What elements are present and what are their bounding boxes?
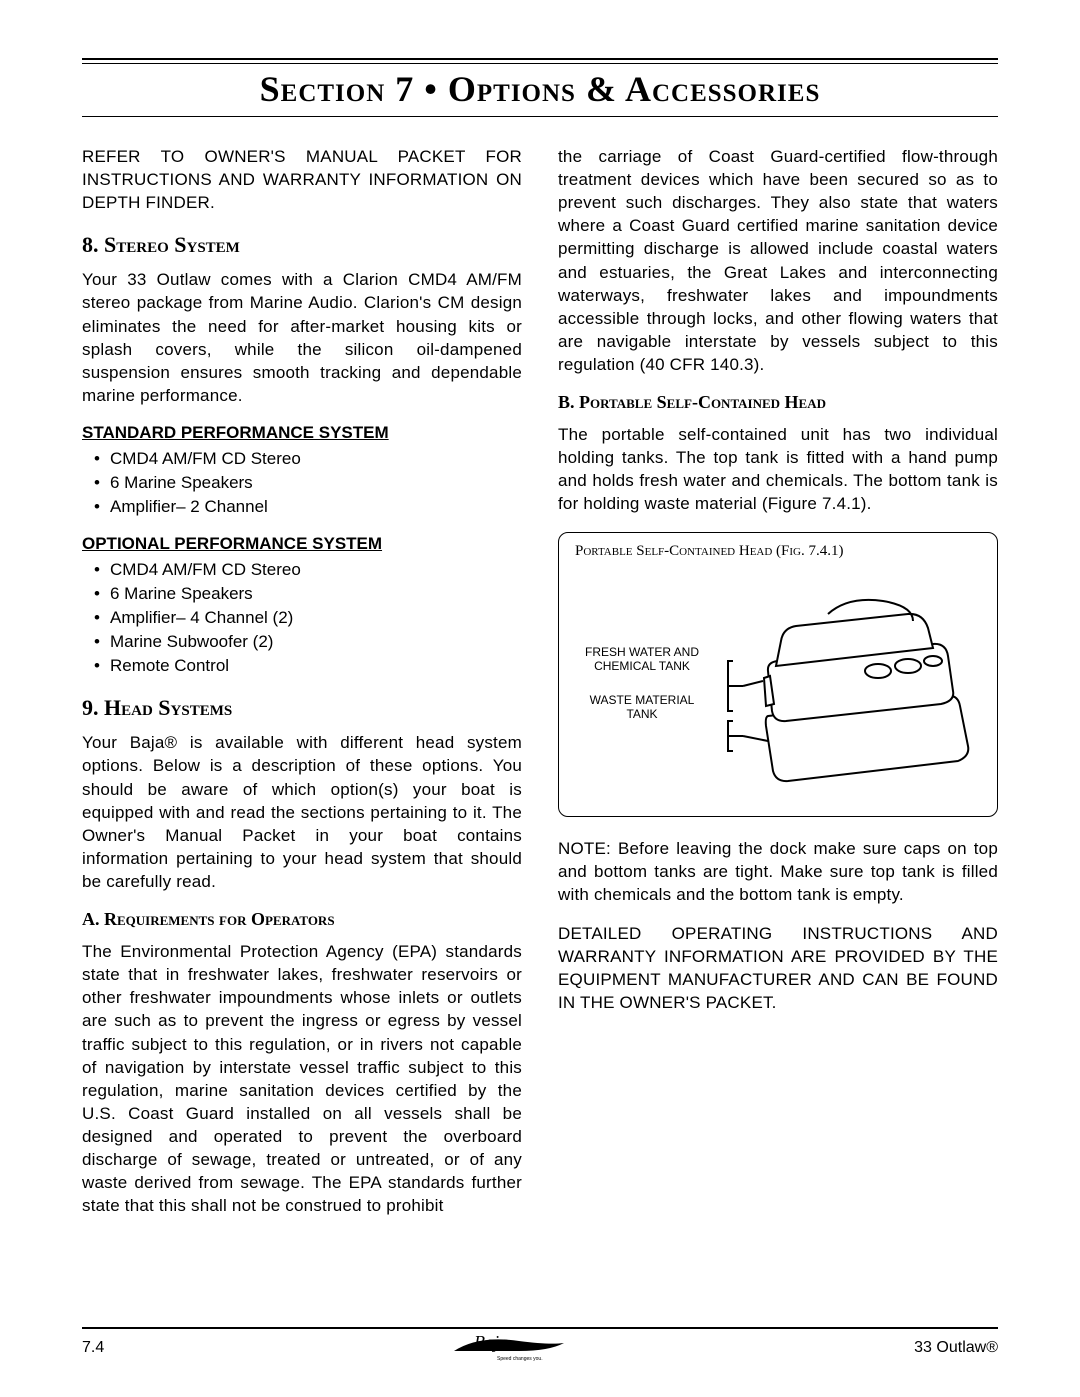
- standard-list: CMD4 AM/FM CD Stereo 6 Marine Speakers A…: [94, 447, 522, 518]
- label-text: FRESH WATER AND: [585, 645, 699, 659]
- list-item: Marine Subwoofer (2): [94, 630, 522, 654]
- figure-7-4-1: Portable Self-Contained Head (Fig. 7.4.1…: [558, 532, 998, 817]
- fresh-water-label: FRESH WATER AND CHEMICAL TANK: [577, 645, 707, 674]
- top-rule: [82, 58, 998, 64]
- list-item: 6 Marine Speakers: [94, 582, 522, 606]
- section-9b-heading: B. Portable Self-Contained Head: [558, 392, 998, 413]
- label-text: WASTE MATERIAL: [590, 693, 695, 707]
- waste-material-label: WASTE MATERIAL TANK: [577, 693, 707, 722]
- two-column-layout: REFER TO OWNER'S MANUAL PACKET FOR INSTR…: [82, 145, 998, 1233]
- model-name: 33 Outlaw®: [914, 1339, 998, 1357]
- right-column: the carriage of Coast Guard-certified fl…: [558, 145, 998, 1233]
- list-item: CMD4 AM/FM CD Stereo: [94, 558, 522, 582]
- list-item: Amplifier– 2 Channel: [94, 495, 522, 519]
- section-9a-heading: A. Requirements for Operators: [82, 909, 522, 930]
- dock-note: NOTE: Before leaving the dock make sure …: [558, 837, 998, 906]
- label-text: CHEMICAL TANK: [594, 659, 690, 673]
- list-item: Remote Control: [94, 654, 522, 678]
- list-item: CMD4 AM/FM CD Stereo: [94, 447, 522, 471]
- baja-logo: Baja Speed changes you.: [449, 1333, 569, 1363]
- page-title: Section 7 • Options & Accessories: [82, 68, 998, 110]
- portable-head-paragraph: The portable self-contained unit has two…: [558, 423, 998, 515]
- head-systems-paragraph: Your Baja® is available with different h…: [82, 731, 522, 893]
- detailed-instructions-note: DETAILED OPERATING INSTRUCTIONS AND WARR…: [558, 922, 998, 1014]
- list-item: 6 Marine Speakers: [94, 471, 522, 495]
- epa-continuation: the carriage of Coast Guard-certified fl…: [558, 145, 998, 376]
- section-9-heading: 9. Head Systems: [82, 695, 522, 721]
- left-column: REFER TO OWNER'S MANUAL PACKET FOR INSTR…: [82, 145, 522, 1233]
- standard-subhead: STANDARD PERFORMANCE SYSTEM: [82, 423, 522, 443]
- optional-list: CMD4 AM/FM CD Stereo 6 Marine Speakers A…: [94, 558, 522, 677]
- figure-caption: Portable Self-Contained Head (Fig. 7.4.1…: [575, 543, 981, 560]
- epa-paragraph: The Environmental Protection Agency (EPA…: [82, 940, 522, 1217]
- svg-text:Baja: Baja: [474, 1333, 508, 1352]
- list-item: Amplifier– 4 Channel (2): [94, 606, 522, 630]
- optional-subhead: OPTIONAL PERFORMANCE SYSTEM: [82, 534, 522, 554]
- section-8-heading: 8. Stereo System: [82, 232, 522, 258]
- under-title-rule: [82, 116, 998, 117]
- page-number: 7.4: [82, 1339, 104, 1357]
- portable-head-illustration: [578, 566, 978, 796]
- svg-text:Speed changes you.: Speed changes you.: [497, 1356, 543, 1362]
- page-title-text: Section 7 • Options & Accessories: [260, 69, 821, 109]
- stereo-paragraph: Your 33 Outlaw comes with a Clarion CMD4…: [82, 268, 522, 407]
- label-text: TANK: [626, 707, 657, 721]
- page-footer: 7.4 Baja Speed changes you. 33 Outlaw®: [82, 1327, 998, 1363]
- depth-finder-note: REFER TO OWNER'S MANUAL PACKET FOR INSTR…: [82, 145, 522, 214]
